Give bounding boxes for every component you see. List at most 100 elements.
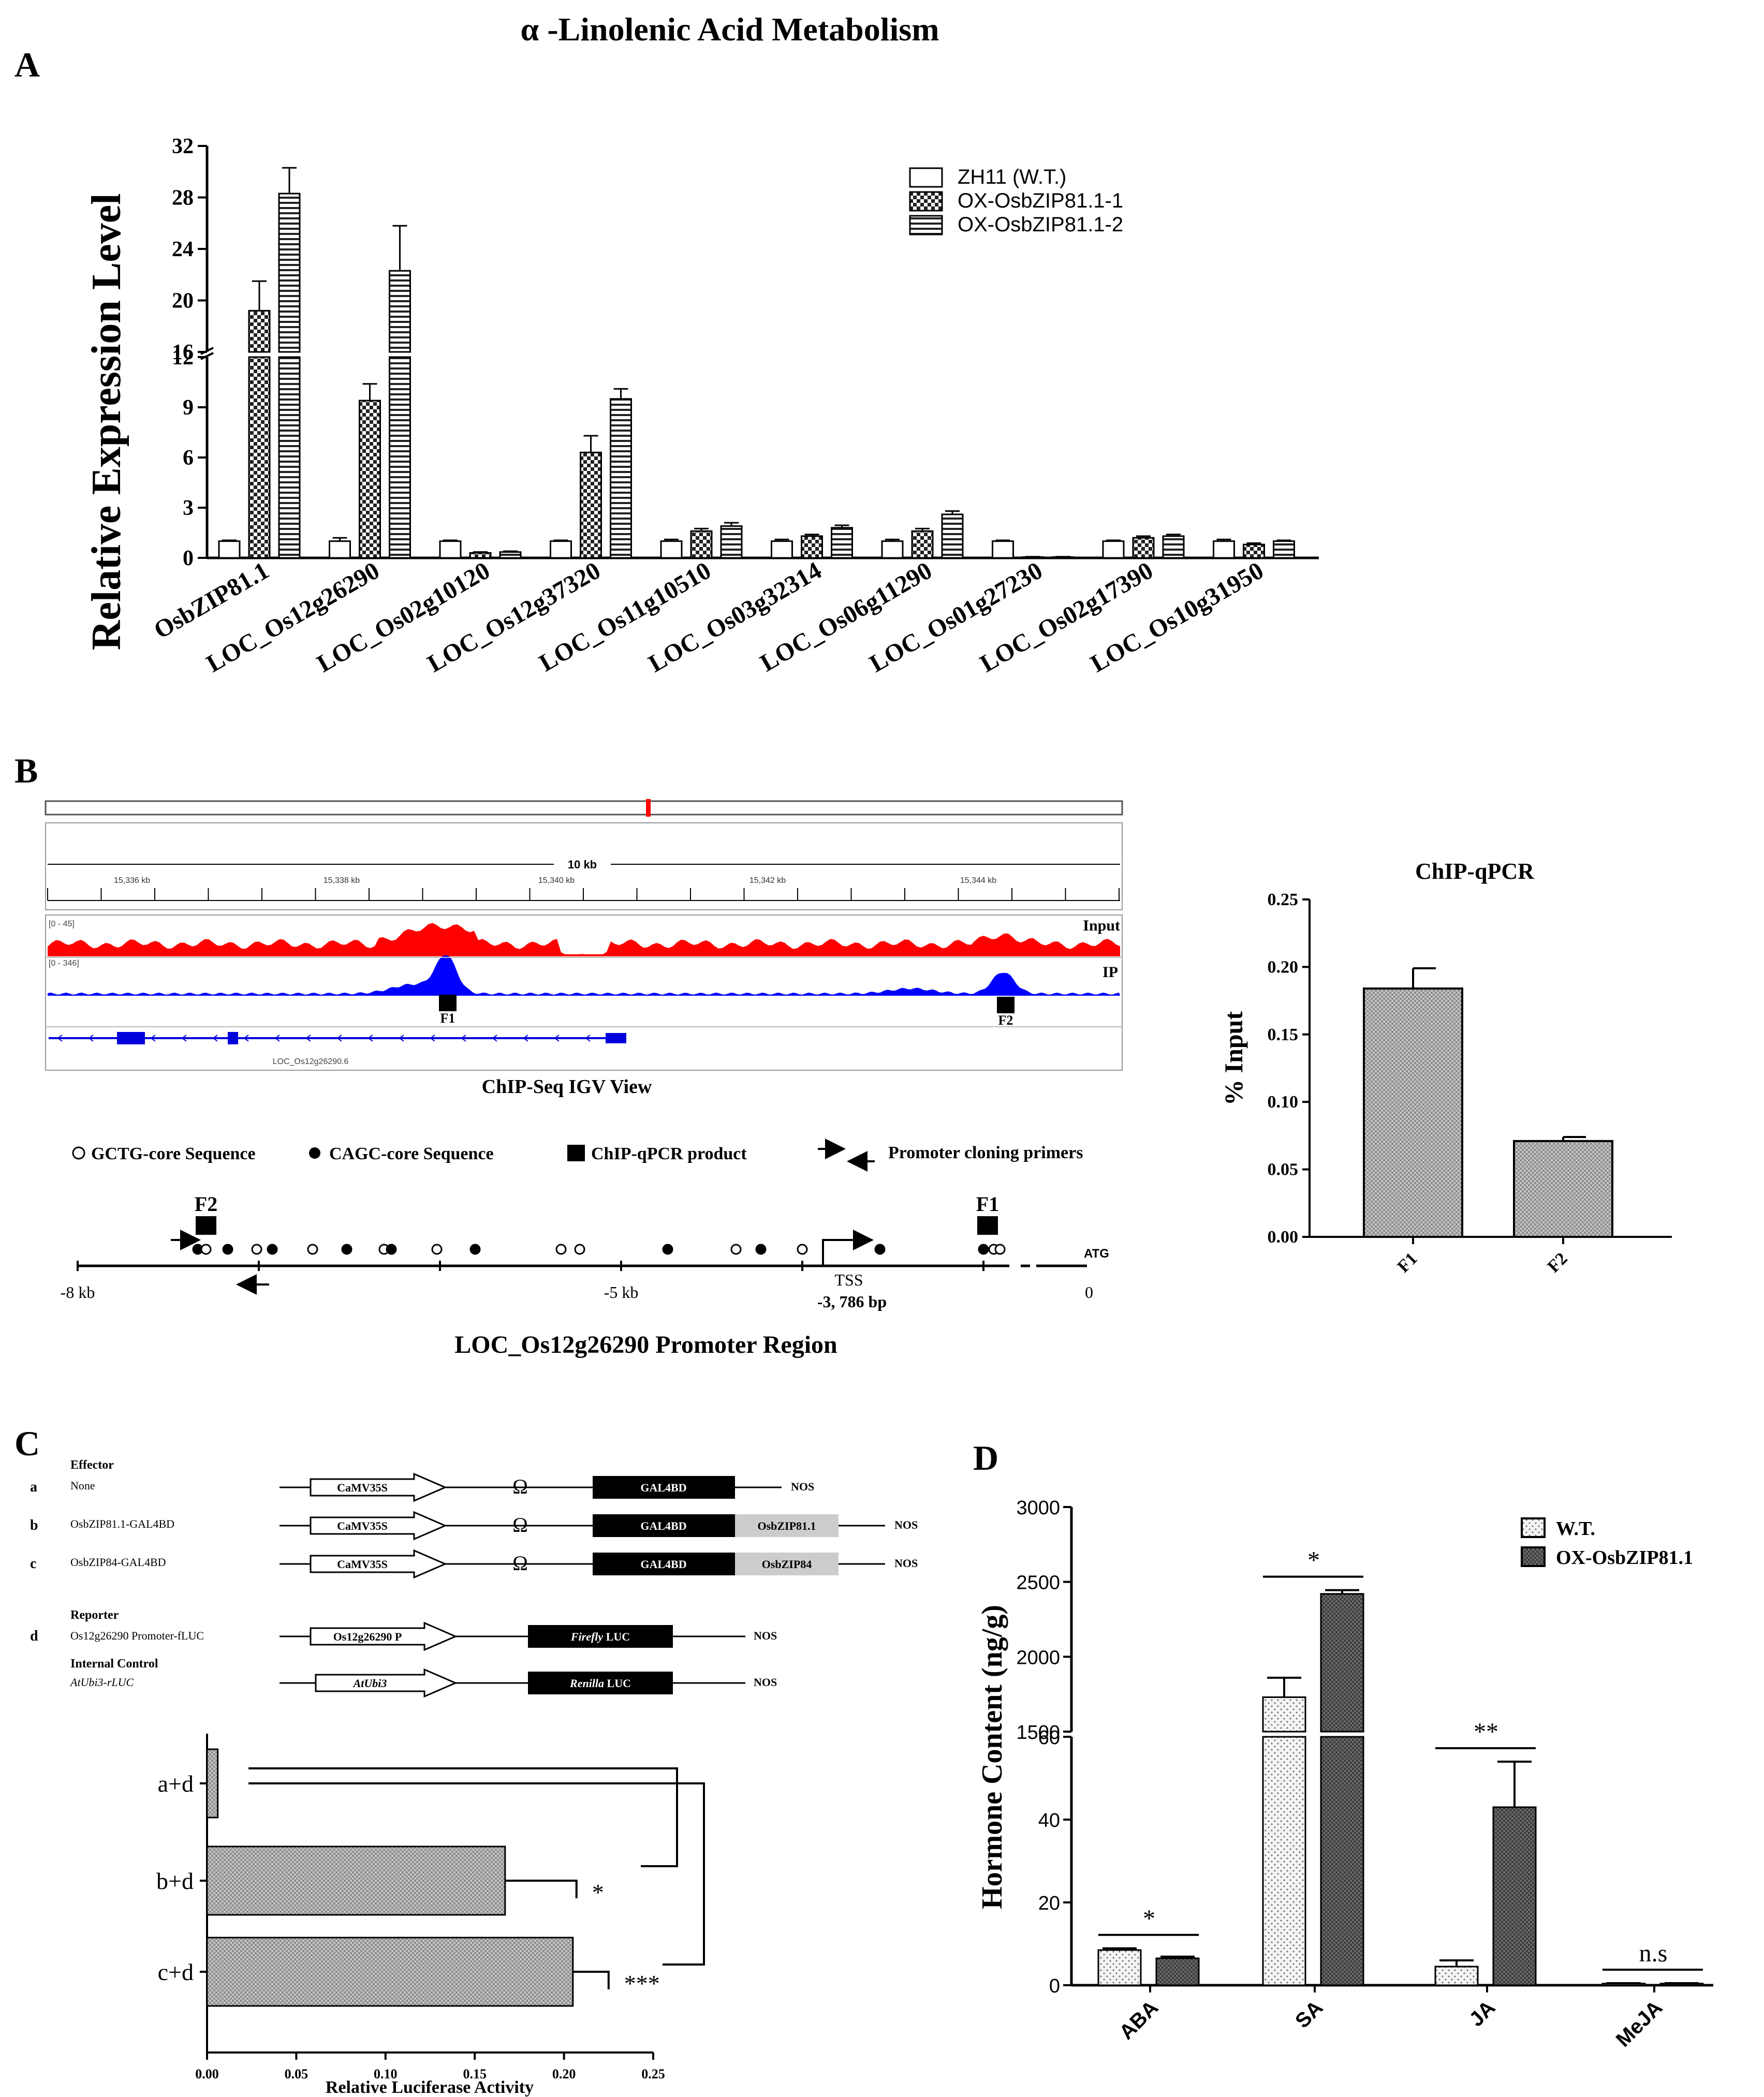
cagc-motif <box>755 1244 767 1255</box>
igv-chromosome-bar <box>45 800 1123 816</box>
chart-c-y-tick-label: b+d <box>156 1868 194 1894</box>
construct-name: OsbZIP81.1-GAL4BD <box>70 1517 174 1530</box>
chart-a-y-tick-label: 0 <box>183 547 194 570</box>
renilla-italic: Renilla <box>569 1677 604 1690</box>
chart-a-bar-3-1 <box>580 451 602 559</box>
chart-a-bar-2-0 <box>439 540 462 559</box>
promoter-axis-zero: 0 <box>1085 1283 1093 1302</box>
igv-scale-label: 10 kb <box>568 858 597 871</box>
cagc-motif <box>469 1244 481 1255</box>
chart-a-bar-9-2 <box>1273 540 1295 559</box>
promoter-label: AtUbi3 <box>352 1677 387 1690</box>
promoter-f2-box <box>196 1216 216 1235</box>
chart-b-y-tick-label: 0.00 <box>1268 1228 1299 1247</box>
chart-d-significance: * <box>1143 1905 1155 1932</box>
chart-c-bar-0 <box>206 1748 219 1819</box>
construct-name: AtUbi3-rLUC <box>69 1676 134 1689</box>
chart-d-bar-upper-sa-1 <box>1320 1593 1364 1733</box>
legend-gctg-label: GCTG-core Sequence <box>91 1144 256 1163</box>
chart-a-bar-5-1 <box>801 535 823 559</box>
igv-peak-f2-label: F2 <box>998 1013 1013 1028</box>
chart-d-y-tick-label: 2000 <box>1016 1647 1060 1668</box>
chart-d-significance: n.s <box>1639 1940 1668 1967</box>
fusion-label: OsbZIP84 <box>762 1558 812 1571</box>
cagc-motif <box>662 1244 673 1255</box>
cagc-motif <box>267 1244 278 1255</box>
chart-a-bar-3-2 <box>610 398 632 559</box>
chart-a-legend-label: OX-OsbZIP81.1-1 <box>958 189 1123 212</box>
promoter-arrow <box>310 1511 447 1541</box>
igv-strand-arrow <box>274 1035 280 1042</box>
construct-name: OsbZIP84-GAL4BD <box>70 1556 166 1569</box>
chart-c-bars: **** <box>206 1748 705 2007</box>
chart-a-y-tick-label: 28 <box>172 186 194 210</box>
firefly-italic: Firefly <box>570 1630 604 1643</box>
chart-d-y-tick-label: 2500 <box>1016 1572 1060 1594</box>
promoter-caption: LOC_Os12g26290 Promoter Region <box>454 1331 837 1358</box>
omega-label: Ω <box>512 1513 528 1537</box>
igv-peak-f2-box <box>997 997 1015 1013</box>
chart-b-x-tick-label: F2 <box>1544 1249 1571 1276</box>
igv-ip-range: [0 - 346] <box>49 959 79 968</box>
nos-label: NOS <box>894 1557 918 1570</box>
igv-ip-label: IP <box>1102 964 1118 981</box>
reporter-header: Reporter <box>70 1608 119 1622</box>
chart-a-bar-8-2 <box>1162 535 1185 559</box>
chart-c-x-tick-label: 0.00 <box>195 2066 219 2081</box>
construct-name: None <box>70 1479 95 1492</box>
chart-b-chip-qpcr: ChIP-qPCR % Input 0.00 0.05 0.10 0.15 0.20 0.… <box>1219 859 1672 1276</box>
chart-d-x-tick-label: JA <box>1465 1996 1500 2031</box>
omega-label: Ω <box>512 1475 528 1498</box>
chart-c-y-tick-label: a+d <box>158 1770 194 1797</box>
chart-b-y-tick-label: 0.20 <box>1268 957 1299 977</box>
chart-a-y-tick-label: 6 <box>183 446 194 470</box>
gal4bd-box <box>593 1553 735 1575</box>
chart-a-legend-swatch <box>909 215 943 235</box>
chart-a-bar-9-1 <box>1243 543 1265 559</box>
chart-a-y-tick-label: 24 <box>172 238 194 261</box>
chart-c-x-tick-label: 0.10 <box>374 2066 398 2081</box>
promoter-arrow <box>315 1668 458 1698</box>
promoter-label: CaMV35S <box>337 1519 388 1532</box>
gal4bd-label: GAL4BD <box>640 1481 686 1494</box>
chart-a-bar-5-2 <box>831 527 853 559</box>
igv-strand-arrow <box>57 1035 63 1042</box>
legend-cagc-label: CAGC-core Sequence <box>329 1144 494 1163</box>
construct-diagram: Effector Reporter Internal Control a None… <box>30 1458 918 1698</box>
igv-strand-arrow <box>150 1035 156 1042</box>
chart-a-legend-label: ZH11 (W.T.) <box>958 166 1066 188</box>
chart-a-bar-upper-1-2 <box>389 270 411 353</box>
igv-view: 10 kb 15,336 kb 15,338 kb 15,340 kb 15,342 … <box>45 799 1123 1098</box>
igv-input-range: [0 - 45] <box>49 920 75 928</box>
igv-ip-track <box>48 955 1120 996</box>
igv-ruler-label: 15,342 kb <box>749 876 786 885</box>
chart-a-bar-7-0 <box>992 540 1014 559</box>
chart-a-y-tick-label: 16 <box>172 341 194 364</box>
promoter-arrow <box>310 1621 458 1651</box>
chart-a-bar-1-0 <box>329 540 351 559</box>
legend-primers-label: Promoter cloning primers <box>888 1143 1083 1162</box>
chart-c-significance: * <box>592 1879 604 1906</box>
chart-d-bar-ja-1 <box>1492 1806 1537 1986</box>
luc-box <box>528 1625 673 1648</box>
igv-strand-arrow <box>523 1035 528 1042</box>
igv-strand-arrow <box>88 1035 94 1042</box>
chart-d-y-tick-label: 3000 <box>1016 1497 1060 1519</box>
panel-label-b: B <box>14 751 38 790</box>
igv-strand-arrow <box>305 1035 311 1042</box>
chart-d-x-tick-label: ABA <box>1115 1996 1163 2044</box>
chart-d-y-tick-label: 20 <box>1038 1893 1060 1914</box>
chart-a-y-tick-label: 3 <box>183 496 194 520</box>
igv-peak-f1-label: F1 <box>440 1011 455 1026</box>
luc-text: LUC <box>603 1630 630 1643</box>
luc-text: LUC <box>604 1677 631 1690</box>
chart-b-bar-f2 <box>1513 1140 1613 1238</box>
chart-b-bars <box>1363 967 1613 1238</box>
chart-a-legend-swatch <box>909 191 943 212</box>
igv-strand-arrow <box>585 1035 591 1042</box>
chart-a-y-tick-label: 20 <box>172 289 194 313</box>
chart-a-x-tick-labels: OsbZIP81.1LOC_Os12g26290LOC_Os02g10120LO… <box>149 557 1268 678</box>
igv-region-marker <box>646 799 651 817</box>
chart-d-bar-aba-0 <box>1097 1949 1142 1986</box>
